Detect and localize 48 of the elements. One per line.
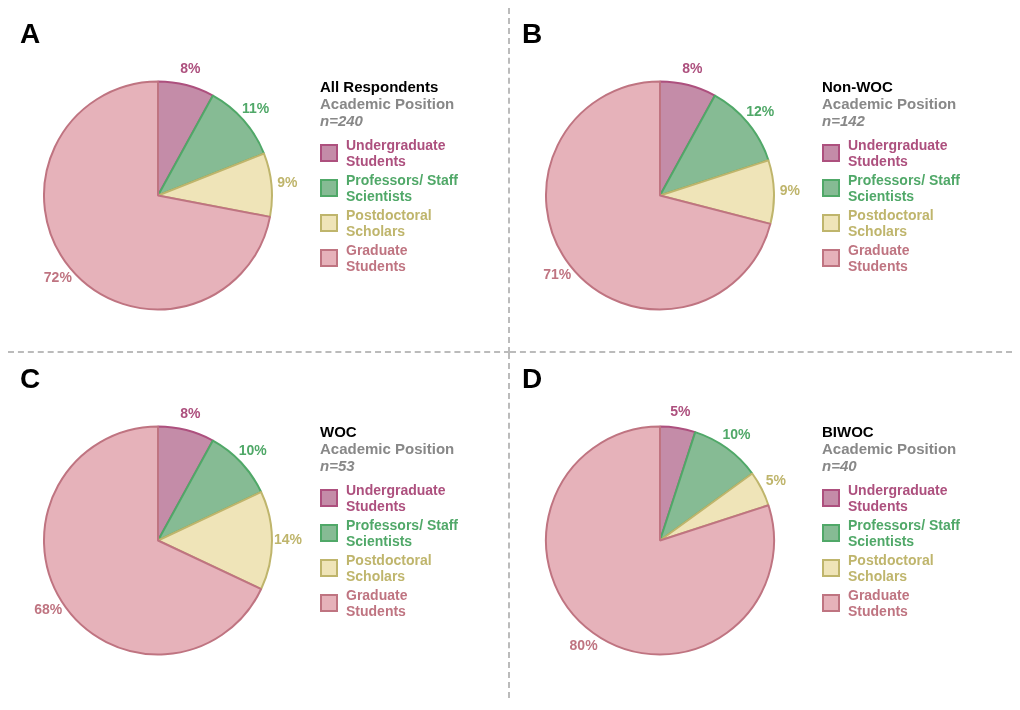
text: n=53 [320, 457, 356, 474]
text: n=40 [822, 457, 858, 474]
legend-label: Graduate Students [346, 242, 409, 274]
legend-label: Graduate Students [848, 242, 911, 274]
legend-label: Graduate Students [346, 587, 409, 619]
data-label: 14% [273, 531, 303, 548]
text: A [20, 18, 41, 50]
text: Non-WOC [822, 78, 894, 95]
data-label: 68% [34, 601, 63, 618]
text: B [522, 18, 543, 50]
text: Academic Position [320, 440, 456, 457]
legend-label: Undergraduate Students [346, 482, 447, 514]
text: n=142 [822, 112, 866, 129]
text: C [20, 363, 41, 395]
data-label: 72% [43, 269, 73, 286]
data-label: 9% [277, 174, 299, 191]
text: Academic Position [320, 95, 456, 112]
legend-label: Postdoctoral Scholars [346, 207, 433, 239]
text: Academic Position [822, 440, 958, 457]
data-label: 10% [722, 426, 751, 443]
legend-label: Postdoctoral Scholars [848, 207, 935, 239]
legend-label: Professors/ Staff Scientists [346, 172, 460, 204]
legend-label: Graduate Students [848, 587, 911, 619]
legend-label: Professors/ Staff Scientists [848, 172, 962, 204]
data-label: 5% [765, 472, 787, 489]
data-label: 9% [779, 182, 801, 199]
data-label: 12% [746, 103, 775, 120]
text: BIWOC [822, 423, 875, 440]
legend-label: Undergraduate Students [848, 137, 949, 169]
data-label: 8% [180, 60, 201, 77]
text: D [522, 363, 543, 395]
legend-label: Postdoctoral Scholars [346, 552, 433, 584]
data-label: 5% [670, 402, 692, 419]
text: All Respondents [320, 78, 440, 95]
data-label: 71% [543, 266, 572, 283]
data-label: 11% [241, 100, 270, 117]
legend-label: Postdoctoral Scholars [848, 552, 935, 584]
text: WOC [320, 423, 358, 440]
legend-label: Undergraduate Students [848, 482, 949, 514]
data-label: 10% [238, 442, 268, 459]
text: Academic Position [822, 95, 958, 112]
data-label: 8% [180, 405, 201, 422]
legend-label: Undergraduate Students [346, 137, 447, 169]
legend-label: Professors/ Staff Scientists [346, 517, 460, 549]
text: n=240 [320, 112, 364, 129]
data-label: 80% [569, 636, 599, 653]
data-label: 8% [682, 60, 703, 77]
legend-label: Professors/ Staff Scientists [848, 517, 962, 549]
